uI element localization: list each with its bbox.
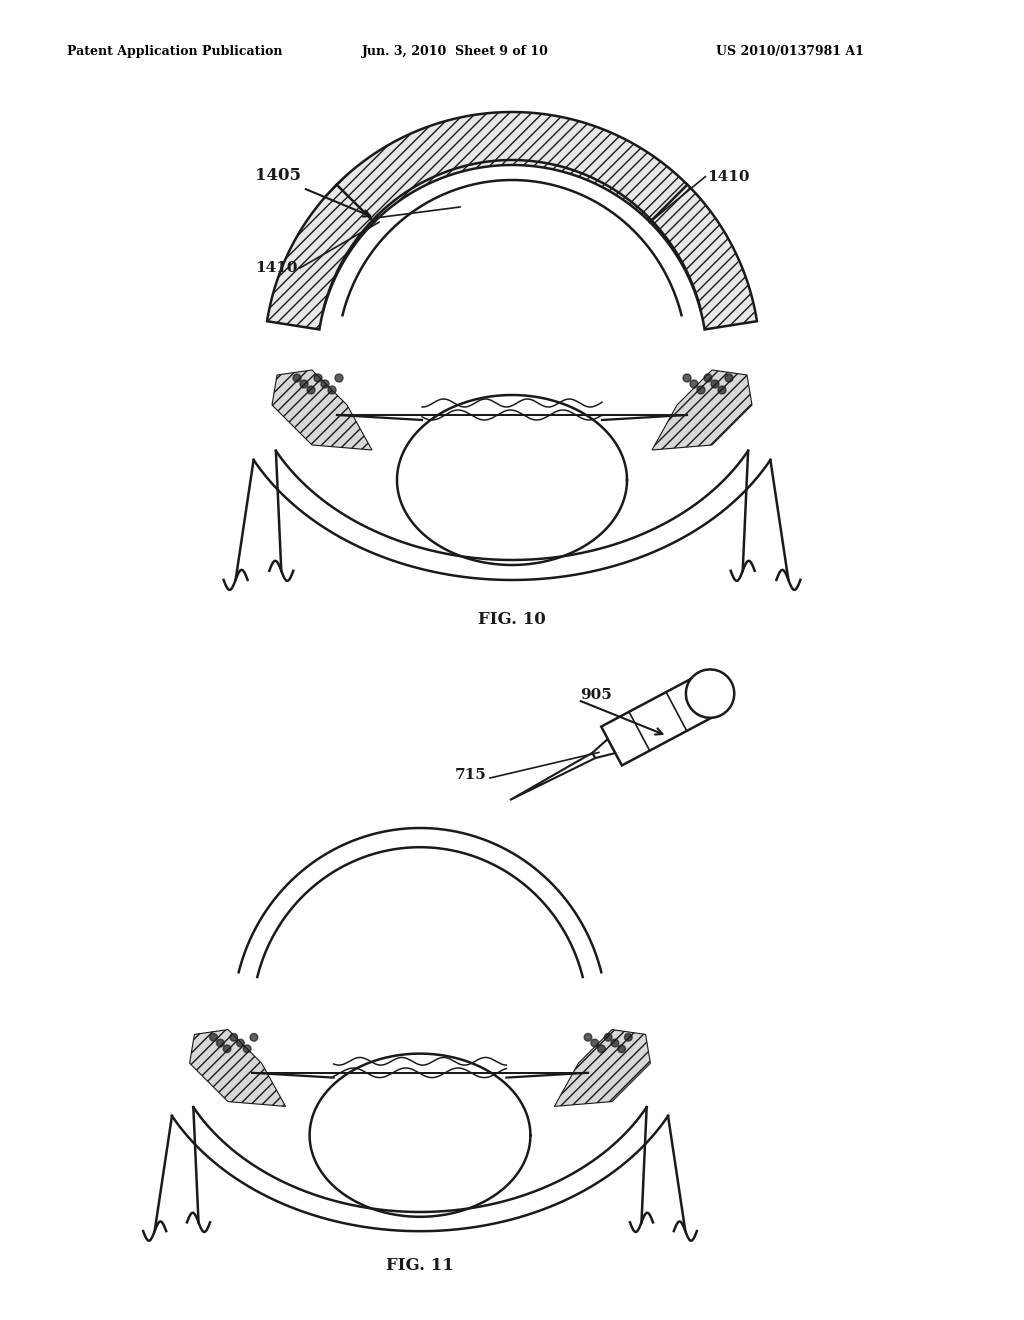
Polygon shape [554, 1030, 650, 1106]
Circle shape [604, 1034, 612, 1041]
Ellipse shape [686, 669, 734, 718]
Circle shape [307, 385, 315, 393]
Circle shape [314, 374, 322, 381]
Text: FIG. 11: FIG. 11 [386, 1257, 454, 1274]
Circle shape [598, 1045, 605, 1052]
Circle shape [230, 1034, 238, 1041]
Circle shape [683, 374, 691, 381]
Circle shape [237, 1039, 245, 1047]
Circle shape [216, 1039, 224, 1047]
Text: FIG. 10: FIG. 10 [478, 611, 546, 628]
Polygon shape [272, 370, 372, 450]
Polygon shape [593, 739, 615, 758]
Text: 1410: 1410 [708, 170, 750, 183]
Circle shape [250, 1034, 258, 1041]
Polygon shape [601, 677, 715, 766]
Circle shape [705, 374, 712, 381]
Circle shape [321, 380, 329, 388]
Polygon shape [510, 752, 595, 800]
Circle shape [591, 1039, 599, 1047]
Text: 905: 905 [580, 688, 611, 702]
Circle shape [328, 385, 336, 393]
Text: 715: 715 [455, 768, 486, 781]
Circle shape [611, 1039, 618, 1047]
Circle shape [244, 1045, 251, 1052]
Text: Jun. 3, 2010  Sheet 9 of 10: Jun. 3, 2010 Sheet 9 of 10 [361, 45, 549, 58]
Circle shape [223, 1045, 230, 1052]
Circle shape [300, 380, 308, 388]
Circle shape [697, 385, 705, 393]
Text: 1405: 1405 [255, 166, 301, 183]
Circle shape [584, 1034, 592, 1041]
Circle shape [718, 385, 726, 393]
Text: 1410: 1410 [256, 261, 298, 275]
Polygon shape [652, 370, 752, 450]
Circle shape [625, 1034, 632, 1041]
Circle shape [210, 1034, 217, 1041]
Circle shape [711, 380, 719, 388]
Text: US 2010/0137981 A1: US 2010/0137981 A1 [716, 45, 864, 58]
Circle shape [617, 1045, 626, 1052]
Polygon shape [267, 112, 757, 330]
Circle shape [335, 374, 343, 381]
Circle shape [690, 380, 698, 388]
Polygon shape [189, 1030, 286, 1106]
Circle shape [725, 374, 733, 381]
Circle shape [293, 374, 301, 381]
Text: Patent Application Publication: Patent Application Publication [68, 45, 283, 58]
